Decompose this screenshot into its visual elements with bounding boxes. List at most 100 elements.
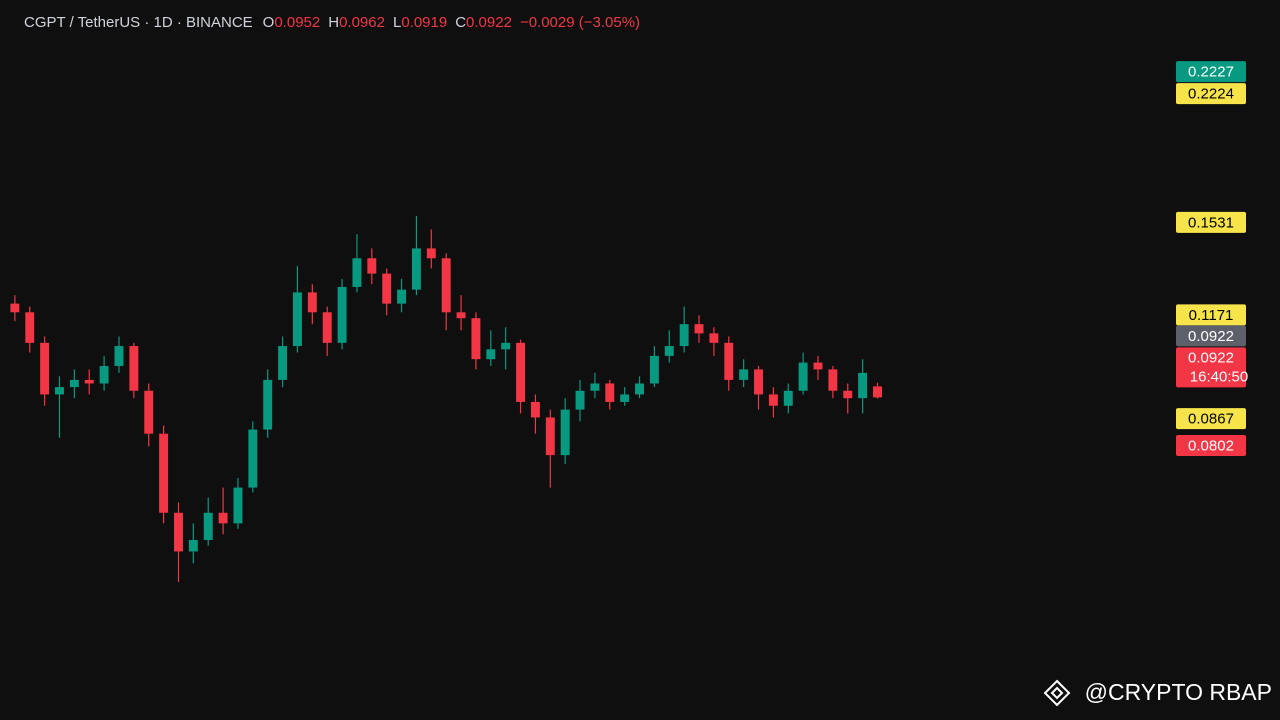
- candles: [10, 215, 882, 583]
- candle: [858, 359, 868, 414]
- candle-body: [694, 324, 704, 334]
- candle-body: [10, 303, 20, 313]
- candle-body: [873, 386, 882, 398]
- price-tag: 0.0922: [1176, 325, 1246, 347]
- candle: [84, 369, 94, 395]
- candle: [724, 336, 734, 391]
- candle: [694, 315, 704, 343]
- candle-body: [188, 539, 198, 552]
- candle: [560, 398, 570, 465]
- ohlc-value: 0.0919: [401, 14, 447, 31]
- candle-body: [471, 318, 481, 360]
- price-tag-label: 0.1531: [1188, 214, 1234, 231]
- watermark: @CRYPTO RBAP: [1043, 679, 1272, 707]
- candle: [367, 248, 377, 285]
- price-tag: 0.0802: [1176, 435, 1246, 457]
- candle: [114, 336, 124, 373]
- candle-body: [159, 433, 169, 513]
- candle-body: [40, 342, 50, 395]
- candle-body: [441, 258, 451, 313]
- candle-body: [590, 383, 600, 391]
- candle: [545, 409, 555, 488]
- candle-body: [843, 390, 853, 399]
- candle-body: [709, 333, 719, 343]
- candle: [188, 523, 198, 564]
- candle-body: [426, 248, 436, 259]
- price-tag-label: 0.0802: [1188, 437, 1234, 454]
- candle: [203, 497, 213, 546]
- candle-body: [798, 362, 808, 391]
- candle: [322, 306, 332, 356]
- price-tag-box: [1176, 83, 1246, 105]
- candle-body: [739, 369, 749, 380]
- candle-body: [382, 273, 392, 304]
- candle-body: [25, 312, 35, 343]
- candle: [337, 278, 347, 350]
- ohlc-label: C: [455, 14, 466, 31]
- candle-body: [560, 409, 570, 456]
- candle-body: [649, 355, 659, 384]
- ohlc-label: L: [393, 14, 401, 31]
- candle: [263, 369, 273, 438]
- candle-body: [828, 369, 838, 391]
- candle: [69, 369, 79, 399]
- candle-body: [322, 312, 332, 343]
- change-value: −0.0029 (−3.05%): [520, 14, 640, 31]
- candle: [144, 383, 154, 447]
- price-tag: 0.2224: [1176, 83, 1246, 105]
- candle: [813, 355, 823, 380]
- price-tag: 0.2227: [1176, 61, 1246, 83]
- candle-body: [545, 417, 555, 456]
- legend-header: CGPT / TetherUS · 1D · BINANCE O0.0952 H0.…: [24, 14, 640, 31]
- candle: [233, 477, 243, 529]
- price-tag-box: [1176, 435, 1246, 457]
- candle: [530, 394, 540, 434]
- price-tag-label: 0.1171: [1189, 307, 1234, 324]
- candle-body: [352, 258, 362, 287]
- candle: [218, 487, 228, 535]
- candle-body: [679, 324, 689, 347]
- candle-body: [248, 429, 258, 488]
- candle: [516, 339, 526, 414]
- candle: [768, 387, 778, 418]
- candle: [129, 342, 139, 399]
- price-tag-label: 0.0867: [1188, 411, 1234, 428]
- candle-body: [129, 346, 139, 391]
- candle-body: [605, 383, 615, 402]
- candle-body: [292, 292, 302, 347]
- candle-body: [664, 346, 674, 356]
- ohlc-value: 0.0922: [466, 14, 512, 31]
- candle: [575, 379, 585, 422]
- candle-body: [84, 379, 94, 384]
- candle: [486, 330, 496, 366]
- candle-body: [337, 286, 347, 343]
- candle-body: [174, 512, 183, 552]
- price-tag-label: 0.0922: [1188, 328, 1234, 345]
- price-tag: 0.1531: [1176, 211, 1246, 233]
- candle: [99, 355, 109, 391]
- price-tag-label: 0.0922: [1188, 349, 1234, 366]
- candle-body: [307, 292, 317, 313]
- candle: [783, 383, 793, 414]
- candle: [843, 383, 853, 414]
- candle-body: [635, 383, 644, 395]
- candle: [174, 502, 183, 583]
- candle-body: [69, 379, 79, 388]
- candle: [456, 295, 466, 331]
- candle: [278, 336, 288, 388]
- ohlc-label: H: [328, 14, 339, 31]
- candle-body: [530, 401, 540, 418]
- candle-body: [516, 342, 526, 402]
- candle: [798, 352, 808, 395]
- candle: [397, 278, 407, 313]
- candle: [10, 295, 20, 322]
- candle-body: [203, 512, 213, 540]
- candle: [501, 327, 511, 370]
- candle: [679, 306, 689, 353]
- watermark-icon: [1043, 679, 1071, 707]
- candle: [441, 253, 451, 331]
- candle: [411, 215, 421, 296]
